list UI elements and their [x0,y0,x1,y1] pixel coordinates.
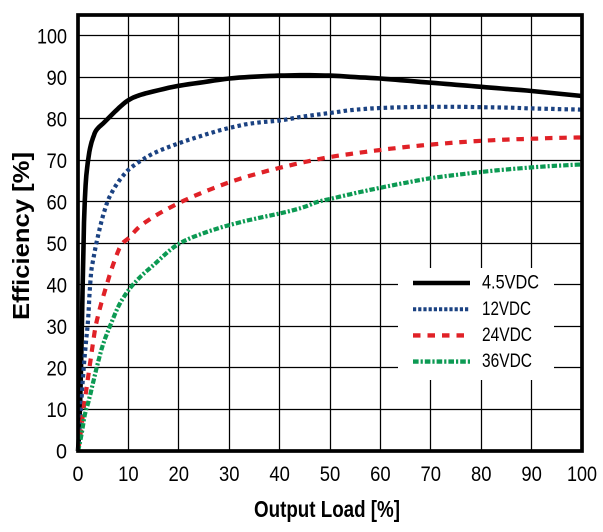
svg-text:80: 80 [47,108,68,131]
svg-text:70: 70 [421,463,442,486]
svg-text:10: 10 [47,399,68,422]
svg-text:90: 90 [47,67,68,90]
svg-text:24VDC: 24VDC [482,325,532,346]
svg-text:10: 10 [118,463,139,486]
svg-text:80: 80 [471,463,492,486]
svg-text:0: 0 [56,441,67,464]
svg-text:20: 20 [169,463,190,486]
svg-text:100: 100 [37,25,67,48]
svg-text:30: 30 [219,463,240,486]
svg-text:50: 50 [320,463,341,486]
svg-text:100: 100 [567,463,597,486]
svg-text:50: 50 [47,233,68,256]
svg-text:0: 0 [73,463,84,486]
svg-text:60: 60 [47,192,68,215]
svg-text:60: 60 [370,463,391,486]
svg-text:Output Load [%]: Output Load [%] [254,496,400,522]
svg-text:12VDC: 12VDC [482,299,531,320]
svg-text:70: 70 [47,150,68,173]
svg-text:90: 90 [521,463,542,486]
svg-text:40: 40 [269,463,290,486]
svg-text:40: 40 [47,275,68,298]
svg-text:36VDC: 36VDC [482,351,532,372]
svg-text:Efficiency [%]: Efficiency [%] [8,152,34,320]
svg-text:4.5VDC: 4.5VDC [482,273,539,294]
svg-text:30: 30 [47,316,68,339]
svg-text:20: 20 [47,358,68,381]
